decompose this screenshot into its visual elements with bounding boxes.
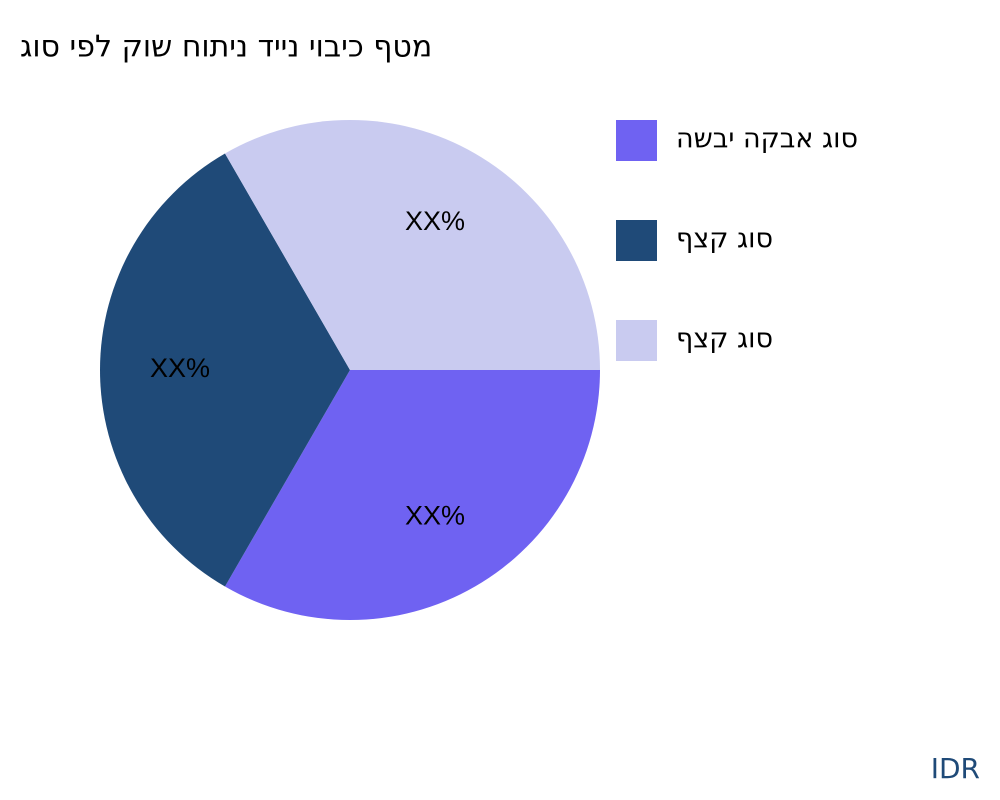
slice-label: XX% [405, 206, 465, 236]
slice-label: XX% [150, 353, 210, 383]
legend-label: ףצק גוס [676, 224, 773, 255]
legend-swatch [616, 120, 657, 161]
legend-label: ףצק גוס [676, 324, 773, 355]
legend-label: השבי הקבא גוס [676, 124, 858, 155]
pie-slice [225, 370, 600, 620]
legend-swatch [616, 220, 657, 261]
legend-swatch [616, 320, 657, 361]
slice-label: XX% [405, 500, 465, 530]
chart-title: גוס יפל קוש חותינ דיינ יוביכ ףטמ [20, 30, 432, 65]
brand: IDR [931, 752, 980, 785]
pie-slice [225, 119, 600, 370]
